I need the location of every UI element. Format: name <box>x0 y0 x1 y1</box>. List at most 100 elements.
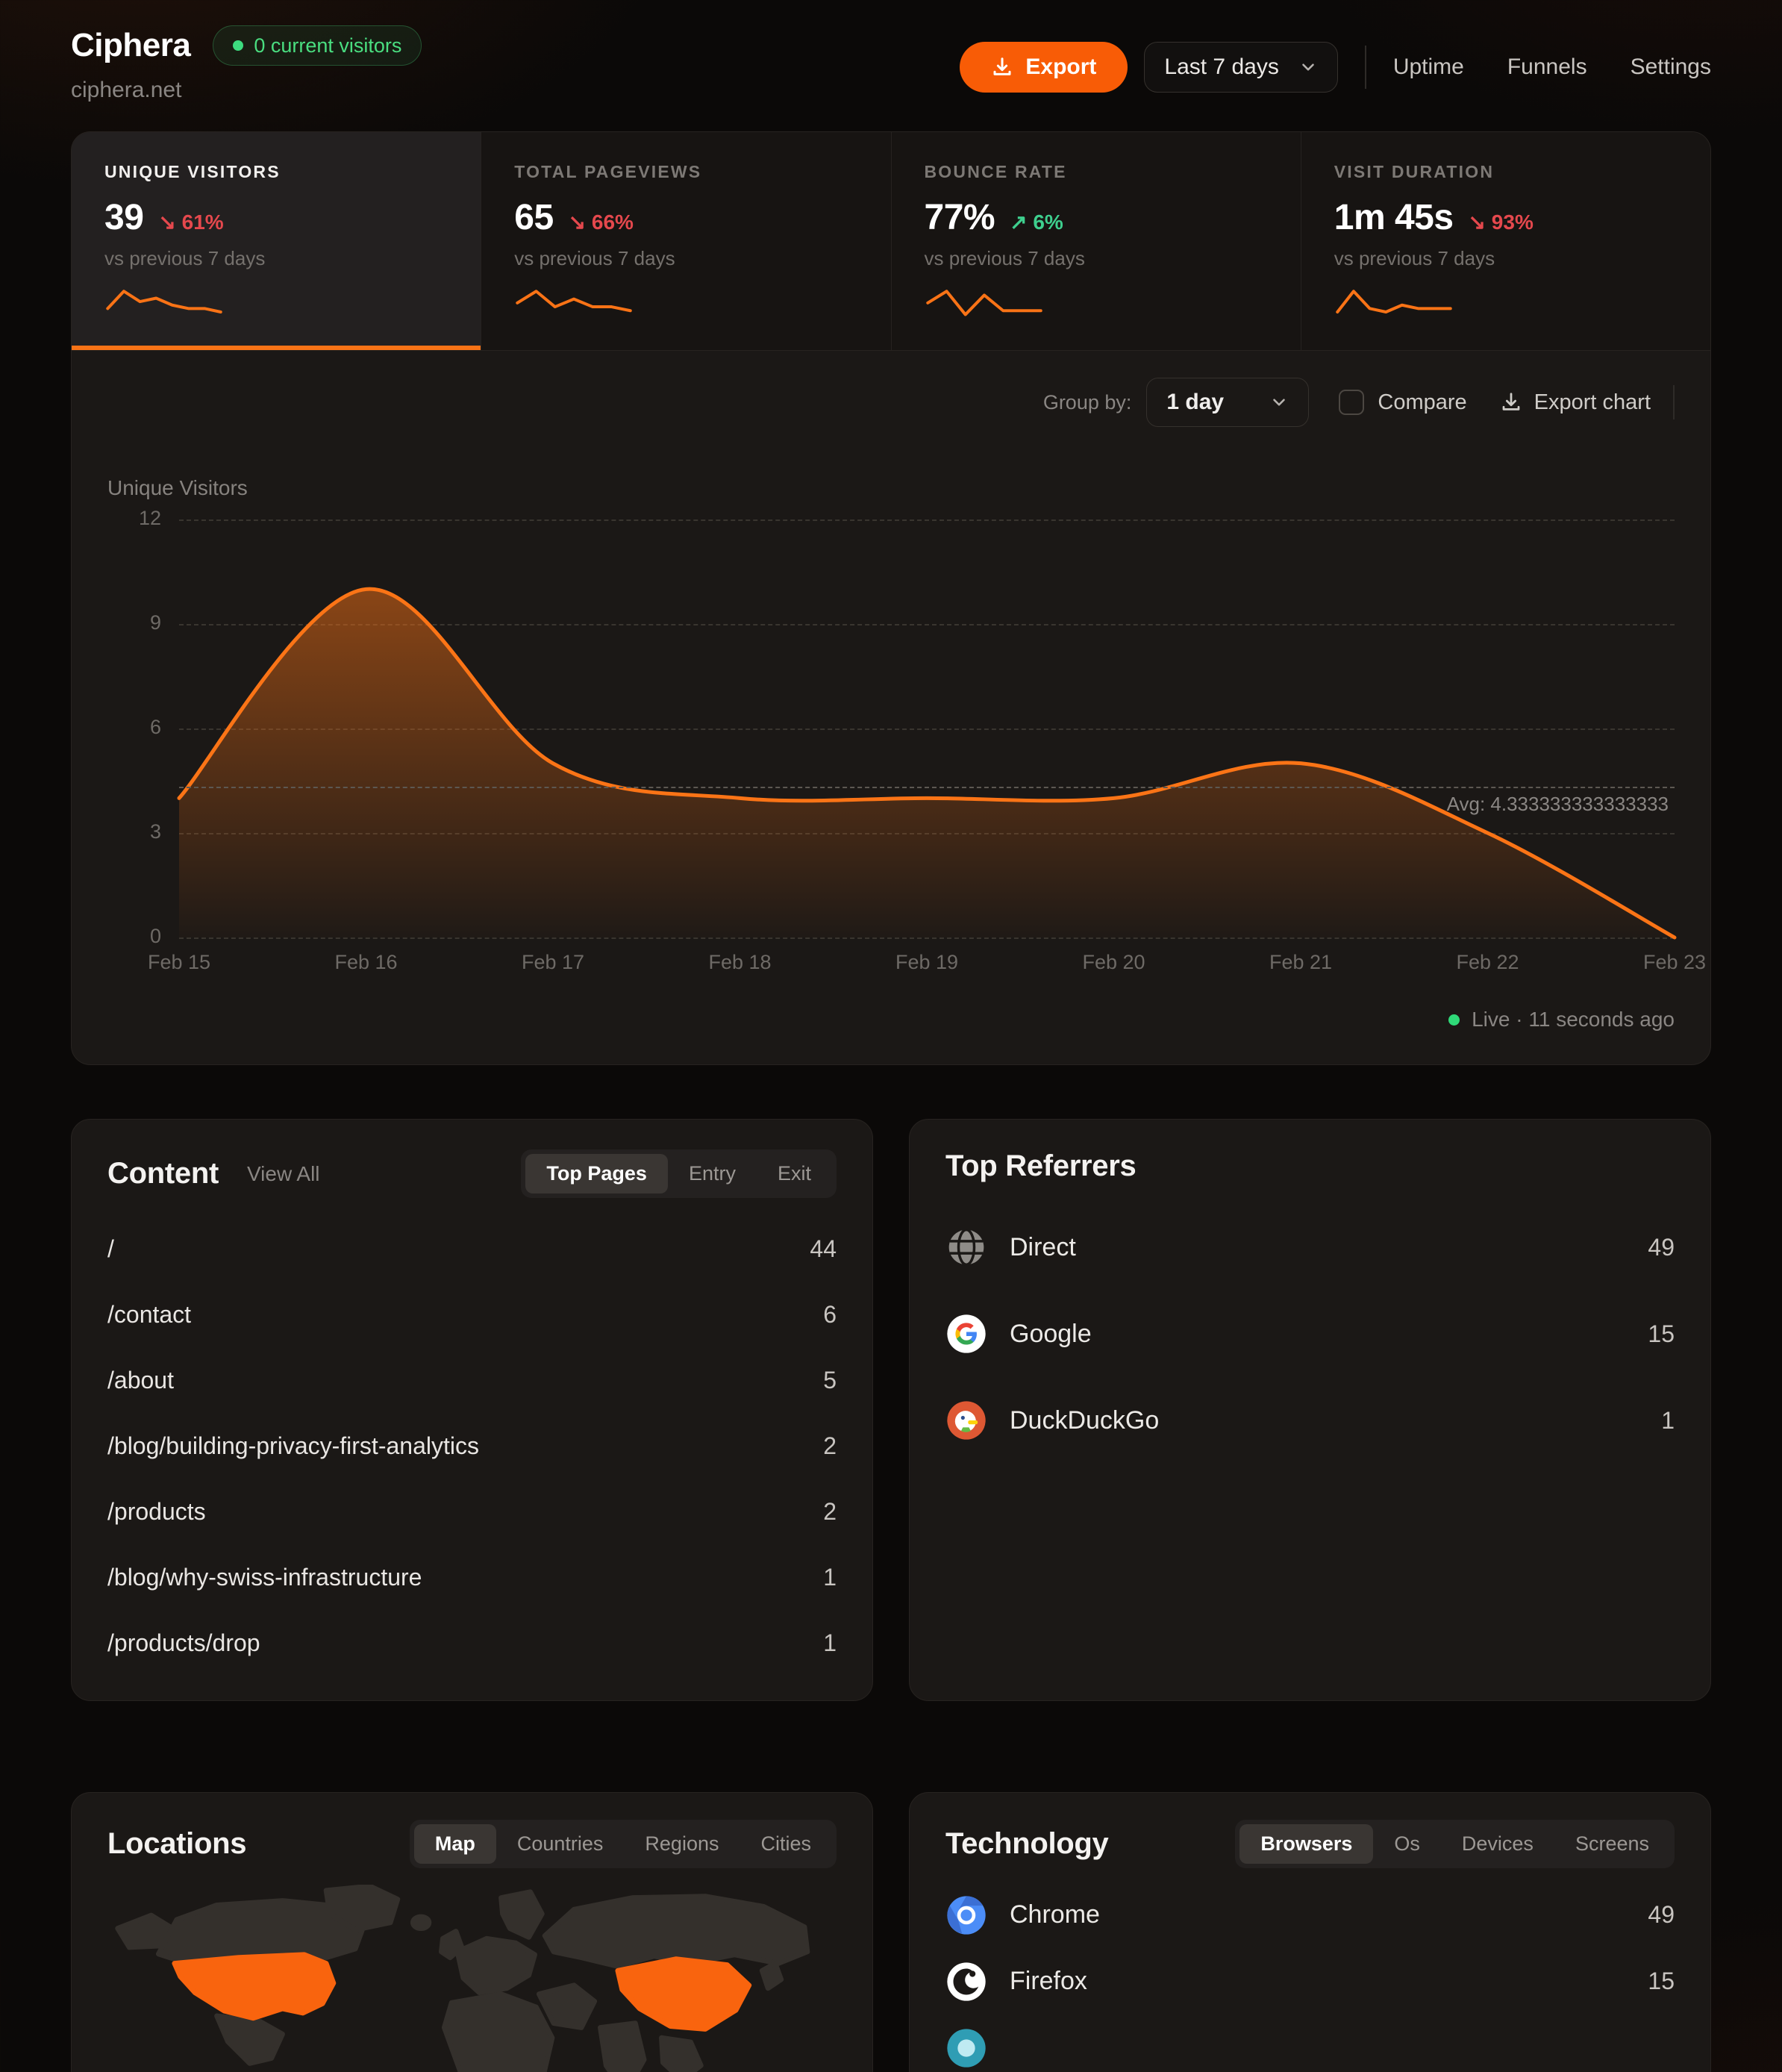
x-axis-tick: Feb 15 <box>147 951 211 973</box>
stats-row: UNIQUE VISITORS 39 ↘ 61% vs previous 7 d… <box>72 132 1710 351</box>
page-path: /products <box>107 1497 206 1525</box>
visitors-area-chart[interactable] <box>179 519 1675 937</box>
page-row[interactable]: /products 2 <box>107 1479 837 1544</box>
referrer-row-google[interactable]: Google 15 <box>945 1291 1675 1377</box>
export-chart-button[interactable]: Export chart <box>1500 390 1651 415</box>
live-status-text: Live · 11 seconds ago <box>1472 1008 1675 1031</box>
technology-tabs: Browsers Os Devices Screens <box>1235 1820 1675 1868</box>
stat-value: 65 <box>514 198 554 237</box>
world-map[interactable] <box>107 1885 837 2072</box>
x-axis-tick: Feb 21 <box>1269 951 1333 973</box>
technology-card: Technology Browsers Os Devices Screens <box>909 1792 1711 2072</box>
tab-os[interactable]: Os <box>1394 1832 1420 1855</box>
page-row[interactable]: /contact 6 <box>107 1282 837 1347</box>
x-axis-tick: Feb 20 <box>1082 951 1145 973</box>
stat-compare-label: vs previous 7 days <box>104 247 266 269</box>
group-by-select[interactable]: 1 day <box>1146 378 1310 427</box>
tab-map[interactable]: Map <box>413 1824 496 1864</box>
technology-card-title: Technology <box>945 1827 1109 1860</box>
current-visitors-label: 0 current visitors <box>254 34 402 57</box>
stat-visit-duration[interactable]: VISIT DURATION 1m 45s ↘ 93% vs previous … <box>1301 132 1710 350</box>
page-row[interactable]: / 44 <box>107 1216 837 1282</box>
referrer-label: Google <box>1010 1319 1092 1348</box>
tab-regions[interactable]: Regions <box>645 1832 719 1855</box>
firefox-icon <box>947 1962 986 2001</box>
average-label: Avg: 4.333333333333333 <box>1446 792 1669 815</box>
page-path: /blog/building-privacy-first-analytics <box>107 1432 479 1459</box>
content-card: Content View All Top Pages Entry Exit / 4… <box>71 1119 873 1701</box>
x-axis-tick: Feb 19 <box>895 951 959 973</box>
x-axis-labels: Feb 15 Feb 16 Feb 17 Feb 18 Feb 19 Feb 20 Feb … <box>148 946 1706 981</box>
page-row[interactable]: /products/drop 1 <box>107 1610 837 1676</box>
chart-line <box>179 589 1675 937</box>
page-count: 44 <box>810 1235 837 1262</box>
export-button-label: Export <box>1025 54 1097 79</box>
browser-row-firefox[interactable]: Firefox 15 <box>945 1948 1675 2015</box>
referrer-row-direct[interactable]: Direct 49 <box>945 1204 1675 1291</box>
page-row[interactable]: /blog/why-swiss-infrastructure 1 <box>107 1544 837 1610</box>
nav-settings[interactable]: Settings <box>1630 54 1711 79</box>
tab-entry[interactable]: Entry <box>688 1162 736 1185</box>
content-card-title: Content <box>107 1157 219 1190</box>
tab-browsers[interactable]: Browsers <box>1239 1824 1374 1864</box>
browsers-list: Chrome 49 Firefox 15 <box>945 1882 1675 2072</box>
gridline <box>179 624 1675 625</box>
trend-down-icon: ↘ <box>568 210 587 234</box>
site-domain: ciphera.net <box>71 78 182 102</box>
tab-screens[interactable]: Screens <box>1575 1832 1649 1855</box>
tab-devices[interactable]: Devices <box>1461 1832 1534 1855</box>
view-all-link[interactable]: View All <box>246 1161 320 1185</box>
stat-unique-visitors[interactable]: UNIQUE VISITORS 39 ↘ 61% vs previous 7 d… <box>72 132 482 350</box>
compare-toggle[interactable]: Compare <box>1339 390 1467 415</box>
page-row[interactable]: /blog/building-privacy-first-analytics 2 <box>107 1413 837 1479</box>
browser-value: 49 <box>1648 1901 1675 1928</box>
browser-row-partial[interactable] <box>945 2015 1675 2072</box>
gridline <box>179 728 1675 730</box>
average-line <box>179 786 1675 788</box>
date-range-select[interactable]: Last 7 days <box>1144 42 1338 93</box>
x-axis-tick: Feb 16 <box>334 951 398 973</box>
compare-checkbox[interactable] <box>1339 390 1365 415</box>
live-dot-icon <box>1448 1014 1460 1026</box>
tab-cities[interactable]: Cities <box>760 1832 811 1855</box>
google-icon <box>947 1314 986 1353</box>
nav-uptime[interactable]: Uptime <box>1392 54 1464 79</box>
page-count: 6 <box>823 1300 837 1328</box>
top-pages-list: / 44 /contact 6 /about 5 /blog/building-pri… <box>107 1216 837 1676</box>
stat-value: 77% <box>924 198 995 237</box>
export-button[interactable]: Export <box>960 42 1128 93</box>
chart-controls: Group by: 1 day Compare Export chart <box>107 378 1675 427</box>
header-divider <box>1364 46 1366 89</box>
stat-total-pageviews[interactable]: TOTAL PAGEVIEWS 65 ↘ 66% vs previous 7 d… <box>481 132 892 350</box>
locations-card: Locations Map Countries Regions Cities <box>71 1792 873 2072</box>
tab-exit[interactable]: Exit <box>777 1162 811 1185</box>
download-icon <box>1502 393 1520 411</box>
browser-row-chrome[interactable]: Chrome 49 <box>945 1882 1675 1948</box>
tab-countries[interactable]: Countries <box>516 1832 604 1855</box>
referrers-card-title: Top Referrers <box>945 1149 1137 1182</box>
globe-icon <box>948 1228 984 1267</box>
page-count: 2 <box>823 1432 837 1459</box>
live-dot-icon <box>233 40 244 51</box>
page-row[interactable]: /about 5 <box>107 1347 837 1413</box>
stat-delta: ↘ 93% <box>1468 210 1534 234</box>
top-nav: Uptime Funnels Settings <box>1393 54 1711 80</box>
page-count: 5 <box>823 1366 837 1394</box>
x-axis-tick: Feb 18 <box>708 951 772 973</box>
page-path: / <box>107 1235 114 1262</box>
header: Ciphera 0 current visitors ciphera.net E… <box>71 0 1711 103</box>
locations-card-title: Locations <box>107 1827 247 1860</box>
tab-top-pages[interactable]: Top Pages <box>525 1154 668 1193</box>
trend-up-icon: ↗ <box>1010 210 1028 234</box>
chart-area-fill <box>179 589 1675 937</box>
download-icon <box>993 57 1011 75</box>
stat-compare-label: vs previous 7 days <box>1334 247 1495 269</box>
stat-bounce-rate[interactable]: BOUNCE RATE 77% ↗ 6% vs previous 7 days <box>891 132 1301 350</box>
nav-funnels[interactable]: Funnels <box>1507 54 1587 79</box>
group-by-value: 1 day <box>1166 390 1225 414</box>
stat-value: 39 <box>104 198 144 237</box>
referrer-row-duckduckgo[interactable]: DuckDuckGo 1 <box>945 1377 1675 1464</box>
current-visitors-badge[interactable]: 0 current visitors <box>213 25 422 66</box>
line-chart-plot[interactable]: 0 3 6 9 12 Avg: 4.333333333333333 <box>139 507 1675 947</box>
